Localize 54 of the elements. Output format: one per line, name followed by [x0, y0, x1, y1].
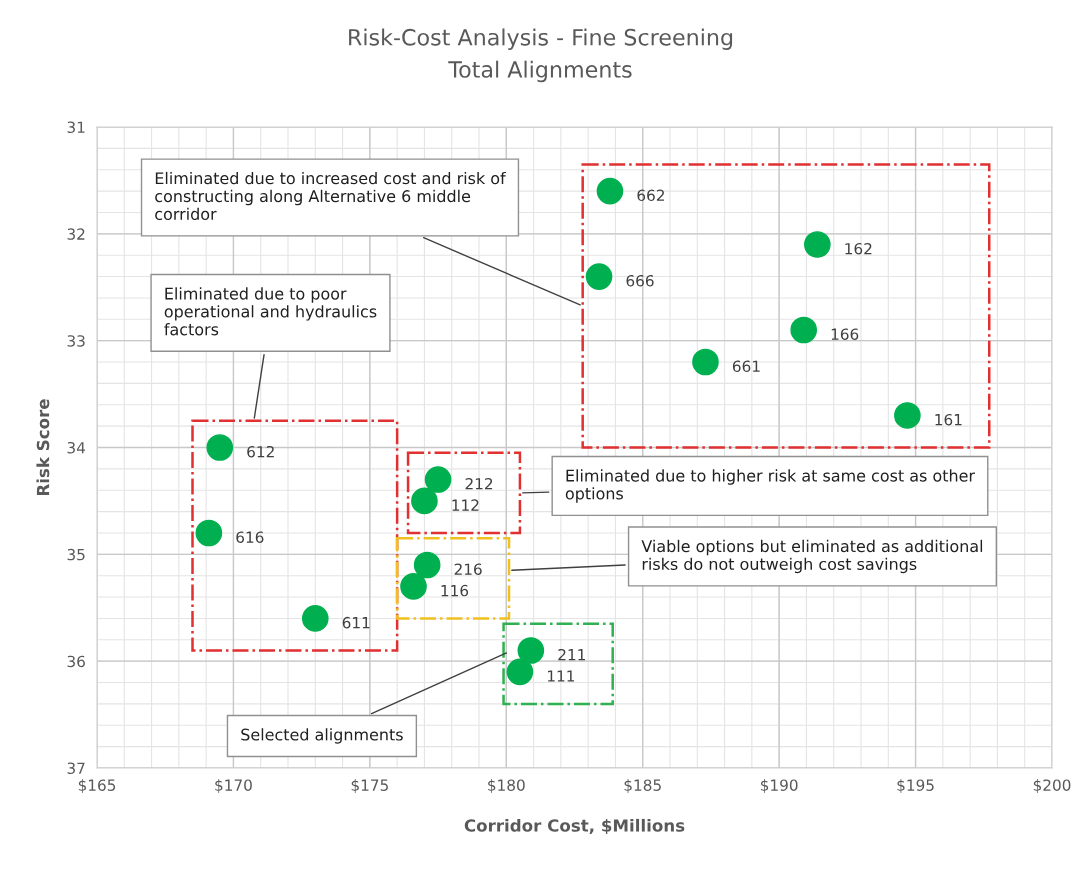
- point: [596, 177, 624, 205]
- annotation: 166: [831, 328, 859, 340]
- annotation: Eliminated due to higher risk at same cost as other options: [565, 469, 975, 503]
- x-tick-label: $185: [624, 779, 661, 793]
- point: [804, 231, 831, 258]
- y-tick-label: 32: [67, 228, 85, 240]
- chart-subtitle: Total Alignments: [448, 60, 632, 83]
- y-tick-label: 35: [67, 548, 85, 561]
- annotation: 616: [236, 531, 264, 543]
- x-tick-label: $190: [760, 779, 798, 793]
- y-tick-label: 33: [67, 335, 85, 347]
- point: [585, 263, 613, 290]
- point: [790, 316, 818, 344]
- annotation: Selected alignments: [241, 728, 403, 744]
- point: [894, 402, 921, 429]
- point: [206, 434, 234, 461]
- annotation: 662: [637, 189, 664, 202]
- annotation: 111: [548, 670, 575, 682]
- x-tick-label: $165: [78, 779, 116, 793]
- point: [400, 573, 427, 600]
- point: [506, 658, 534, 686]
- x-tick-label: $180: [488, 779, 525, 793]
- point: [517, 637, 545, 664]
- chart-title: Risk-Cost Analysis - Fine Screening: [349, 28, 733, 50]
- annotation: 116: [441, 584, 469, 597]
- point: [195, 519, 223, 547]
- annotation: 666: [626, 275, 654, 287]
- annotation: 661: [732, 360, 760, 373]
- annotation: Eliminated due to increased cost and risk of constructing along Alternative 6 middle corridor: [155, 171, 506, 221]
- y-tick-label: 36: [67, 655, 85, 668]
- y-tick-label: 34: [67, 441, 86, 454]
- x-tick-label: $195: [897, 779, 934, 793]
- x-tick-label: $175: [351, 779, 388, 793]
- point: [413, 551, 441, 579]
- point: [301, 605, 329, 632]
- annotation: 112: [452, 499, 479, 511]
- point: [692, 348, 719, 376]
- annotation: Eliminated due to poor operational and hydraulics factors: [164, 287, 377, 336]
- annotation: 216: [454, 563, 482, 576]
- x-tick-label: $170: [215, 779, 252, 793]
- y-tick-label: 31: [67, 121, 85, 134]
- annotation: 212: [465, 477, 493, 490]
- point: [424, 466, 452, 493]
- x-tick-label: $200: [1033, 779, 1071, 793]
- y-tick-label: 37: [67, 762, 85, 775]
- x-axis-title: Corridor Cost, $Millions: [464, 818, 685, 835]
- annotation: 611: [342, 616, 370, 629]
- annotation: 162: [845, 242, 872, 255]
- y-axis-title: Risk Score: [36, 399, 50, 496]
- annotation: Viable options but eliminated as additional risks do not outweigh cost savings: [641, 539, 983, 574]
- annotation: 211: [558, 648, 585, 661]
- annotation: 161: [935, 413, 962, 426]
- annotation: 612: [247, 445, 274, 458]
- point: [411, 487, 438, 515]
